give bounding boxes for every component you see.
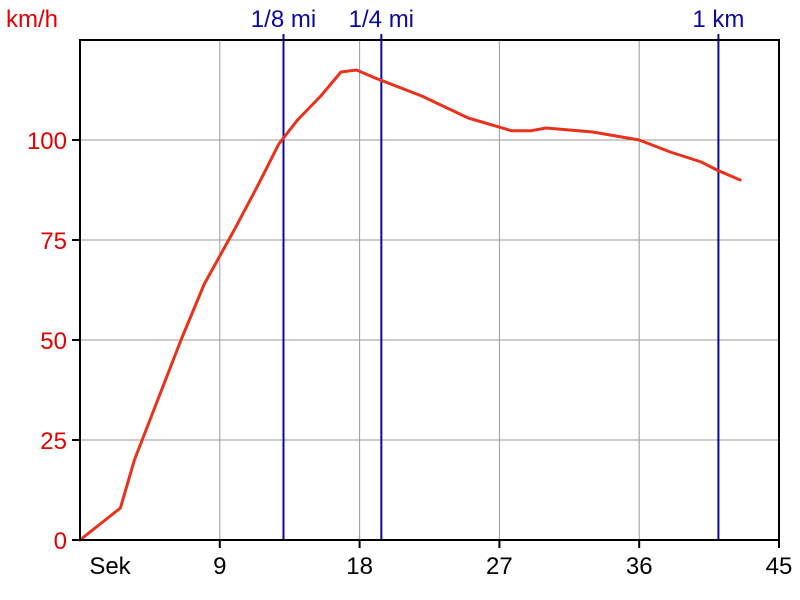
distance-marker-label: 1/8 mi xyxy=(251,6,316,33)
y-tick-label: 75 xyxy=(40,228,67,255)
plot-area-frame xyxy=(79,39,780,541)
x-axis-ticks: 9 18 27 36 45 xyxy=(213,540,792,580)
y-axis-label: km/h xyxy=(6,6,58,33)
y-tick-label: 0 xyxy=(54,528,67,555)
x-tick-label: 18 xyxy=(346,553,373,580)
x-tick-label: 45 xyxy=(766,553,793,580)
series-layer xyxy=(78,68,742,542)
distance-marker-label: 1/4 mi xyxy=(349,6,414,33)
y-tick-label: 100 xyxy=(27,128,67,155)
distance-markers: 1/8 mi 1/4 mi 1 km xyxy=(251,6,744,540)
distance-marker-label: 1 km xyxy=(692,6,744,33)
x-tick-label: 27 xyxy=(486,553,513,580)
x-tick-label: 9 xyxy=(213,553,226,580)
x-axis-label: Sek xyxy=(89,553,131,580)
x-tick-label: 36 xyxy=(626,553,653,580)
y-tick-label: 25 xyxy=(40,428,67,455)
y-axis-ticks: 0 25 50 75 100 xyxy=(27,128,80,555)
grid-lines xyxy=(80,40,779,540)
y-tick-label: 50 xyxy=(40,328,67,355)
speed-series-line xyxy=(78,68,742,542)
